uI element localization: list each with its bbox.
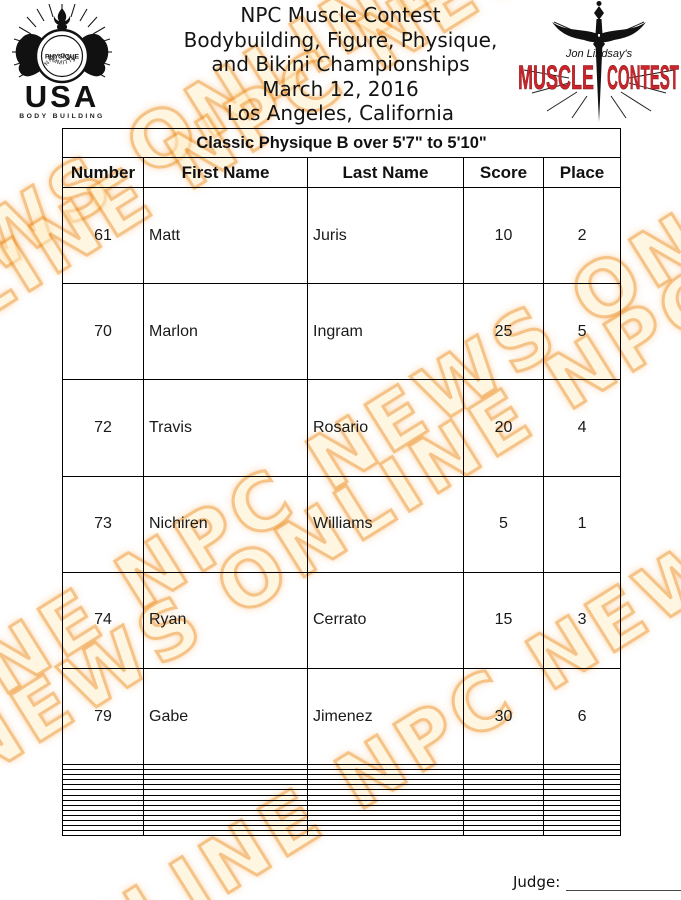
cell-place: 3 bbox=[542, 571, 622, 669]
torch-flame-icon bbox=[53, 8, 71, 26]
cell-place: 4 bbox=[542, 379, 622, 477]
cell-number: 72 bbox=[62, 379, 144, 477]
event-date: March 12, 2016 bbox=[262, 76, 419, 101]
dagger-guard-left bbox=[552, 22, 598, 43]
cell-score: 20 bbox=[463, 379, 544, 477]
division-title: Classic Physique B over 5'7" to 5'10" bbox=[61, 128, 622, 158]
result-row: 73 Nichiren Williams 5 1 bbox=[62, 475, 622, 573]
cell-score: 30 bbox=[463, 667, 544, 766]
cell-score: 25 bbox=[463, 283, 544, 381]
result-row: 79 Gabe Jimenez 30 6 bbox=[62, 667, 622, 766]
cell-last: Rosario bbox=[307, 379, 464, 477]
torch-cup bbox=[57, 25, 67, 29]
seal-inner-circle bbox=[40, 34, 84, 78]
column-header-number: Number bbox=[62, 157, 144, 188]
event-title-line: NPC Muscle Contest bbox=[240, 3, 441, 27]
usa-wordmark: USA bbox=[25, 79, 99, 114]
cell-last bbox=[307, 829, 464, 837]
cell-last: Cerrato bbox=[307, 571, 464, 669]
result-row: 70 Marlon Ingram 25 5 bbox=[62, 283, 622, 381]
empty-result-row bbox=[62, 804, 622, 811]
judge-signature-row: Judge: bbox=[513, 873, 681, 891]
column-header-row: Number First Name Last Name Score Place bbox=[62, 157, 622, 188]
cell-last: Williams bbox=[307, 475, 464, 573]
event-location: Los Angeles, California bbox=[226, 101, 455, 125]
contest-wordmark: CONTEST bbox=[607, 59, 679, 97]
cell-score: 15 bbox=[463, 571, 544, 669]
muscle-contest-logo: Jon Lindsay's MUSCLE CONTEST bbox=[512, 0, 681, 125]
column-header-score: Score bbox=[463, 157, 544, 188]
column-header-last-name: Last Name bbox=[307, 157, 464, 188]
result-row: 61 Matt Juris 10 2 bbox=[62, 186, 622, 285]
cell-score: 10 bbox=[463, 186, 544, 285]
cell-first: Gabe bbox=[143, 667, 308, 766]
event-header: NPC Muscle Contest Bodybuilding, Figure,… bbox=[0, 3, 681, 126]
dagger-blade bbox=[595, 43, 603, 122]
muscle-wordmark: MUSCLE bbox=[518, 59, 594, 97]
judge-signature-line bbox=[566, 875, 681, 891]
npc-emblem: NATIONAL PHYSIQUE COMMITTEE USA BODY BUI… bbox=[5, 0, 112, 120]
muscle-contest-emblem: Jon Lindsay's MUSCLE CONTEST bbox=[518, 1, 679, 122]
cell-number: 79 bbox=[62, 667, 144, 766]
cell-place: 1 bbox=[542, 475, 622, 573]
cell-first: Matt bbox=[143, 186, 308, 285]
result-row: 74 Ryan Cerrato 15 3 bbox=[62, 571, 622, 669]
cell-number: 74 bbox=[62, 571, 144, 669]
cell-last: Jimenez bbox=[307, 667, 464, 766]
cell-place: 6 bbox=[542, 667, 622, 766]
cell-first: Ryan bbox=[143, 571, 308, 669]
seal-text-physique: PHYSIQUE bbox=[45, 54, 80, 61]
division-title-row: Classic Physique B over 5'7" to 5'10" bbox=[61, 128, 622, 158]
dagger-pommel-diamond bbox=[594, 6, 604, 20]
bodybuilding-tagline: BODY BUILDING bbox=[19, 113, 104, 120]
cell-place bbox=[542, 829, 622, 837]
column-header-place: Place bbox=[542, 157, 622, 188]
empty-result-row bbox=[62, 829, 622, 837]
results-table: Classic Physique B over 5'7" to 5'10" Nu… bbox=[61, 128, 622, 837]
cell-first: Marlon bbox=[143, 283, 308, 381]
script-signature: Jon Lindsay's bbox=[565, 48, 633, 60]
dagger-guard-right bbox=[600, 22, 646, 43]
event-title-line: and Bikini Championships bbox=[211, 52, 470, 76]
dagger-pommel bbox=[596, 1, 602, 6]
column-header-first-name: First Name bbox=[143, 157, 308, 188]
result-row: 72 Travis Rosario 20 4 bbox=[62, 379, 622, 477]
npc-usa-bodybuilding-logo: NATIONAL PHYSIQUE COMMITTEE USA BODY BUI… bbox=[5, 0, 116, 122]
cell-first bbox=[143, 829, 308, 837]
cell-last: Ingram bbox=[307, 283, 464, 381]
cell-last: Juris bbox=[307, 186, 464, 285]
dagger-grip bbox=[595, 19, 603, 34]
cell-score: 5 bbox=[463, 475, 544, 573]
cell-place: 5 bbox=[542, 283, 622, 381]
cell-number: 70 bbox=[62, 283, 144, 381]
judge-label: Judge: bbox=[513, 873, 561, 891]
cell-number: 61 bbox=[62, 186, 144, 285]
cell-first: Nichiren bbox=[143, 475, 308, 573]
cell-score bbox=[463, 829, 544, 837]
logo-rays bbox=[523, 21, 675, 119]
cell-number bbox=[62, 829, 144, 837]
cell-place: 2 bbox=[542, 186, 622, 285]
cell-number: 73 bbox=[62, 475, 144, 573]
cell-first: Travis bbox=[143, 379, 308, 477]
event-title-line: Bodybuilding, Figure, Physique, bbox=[183, 27, 498, 52]
